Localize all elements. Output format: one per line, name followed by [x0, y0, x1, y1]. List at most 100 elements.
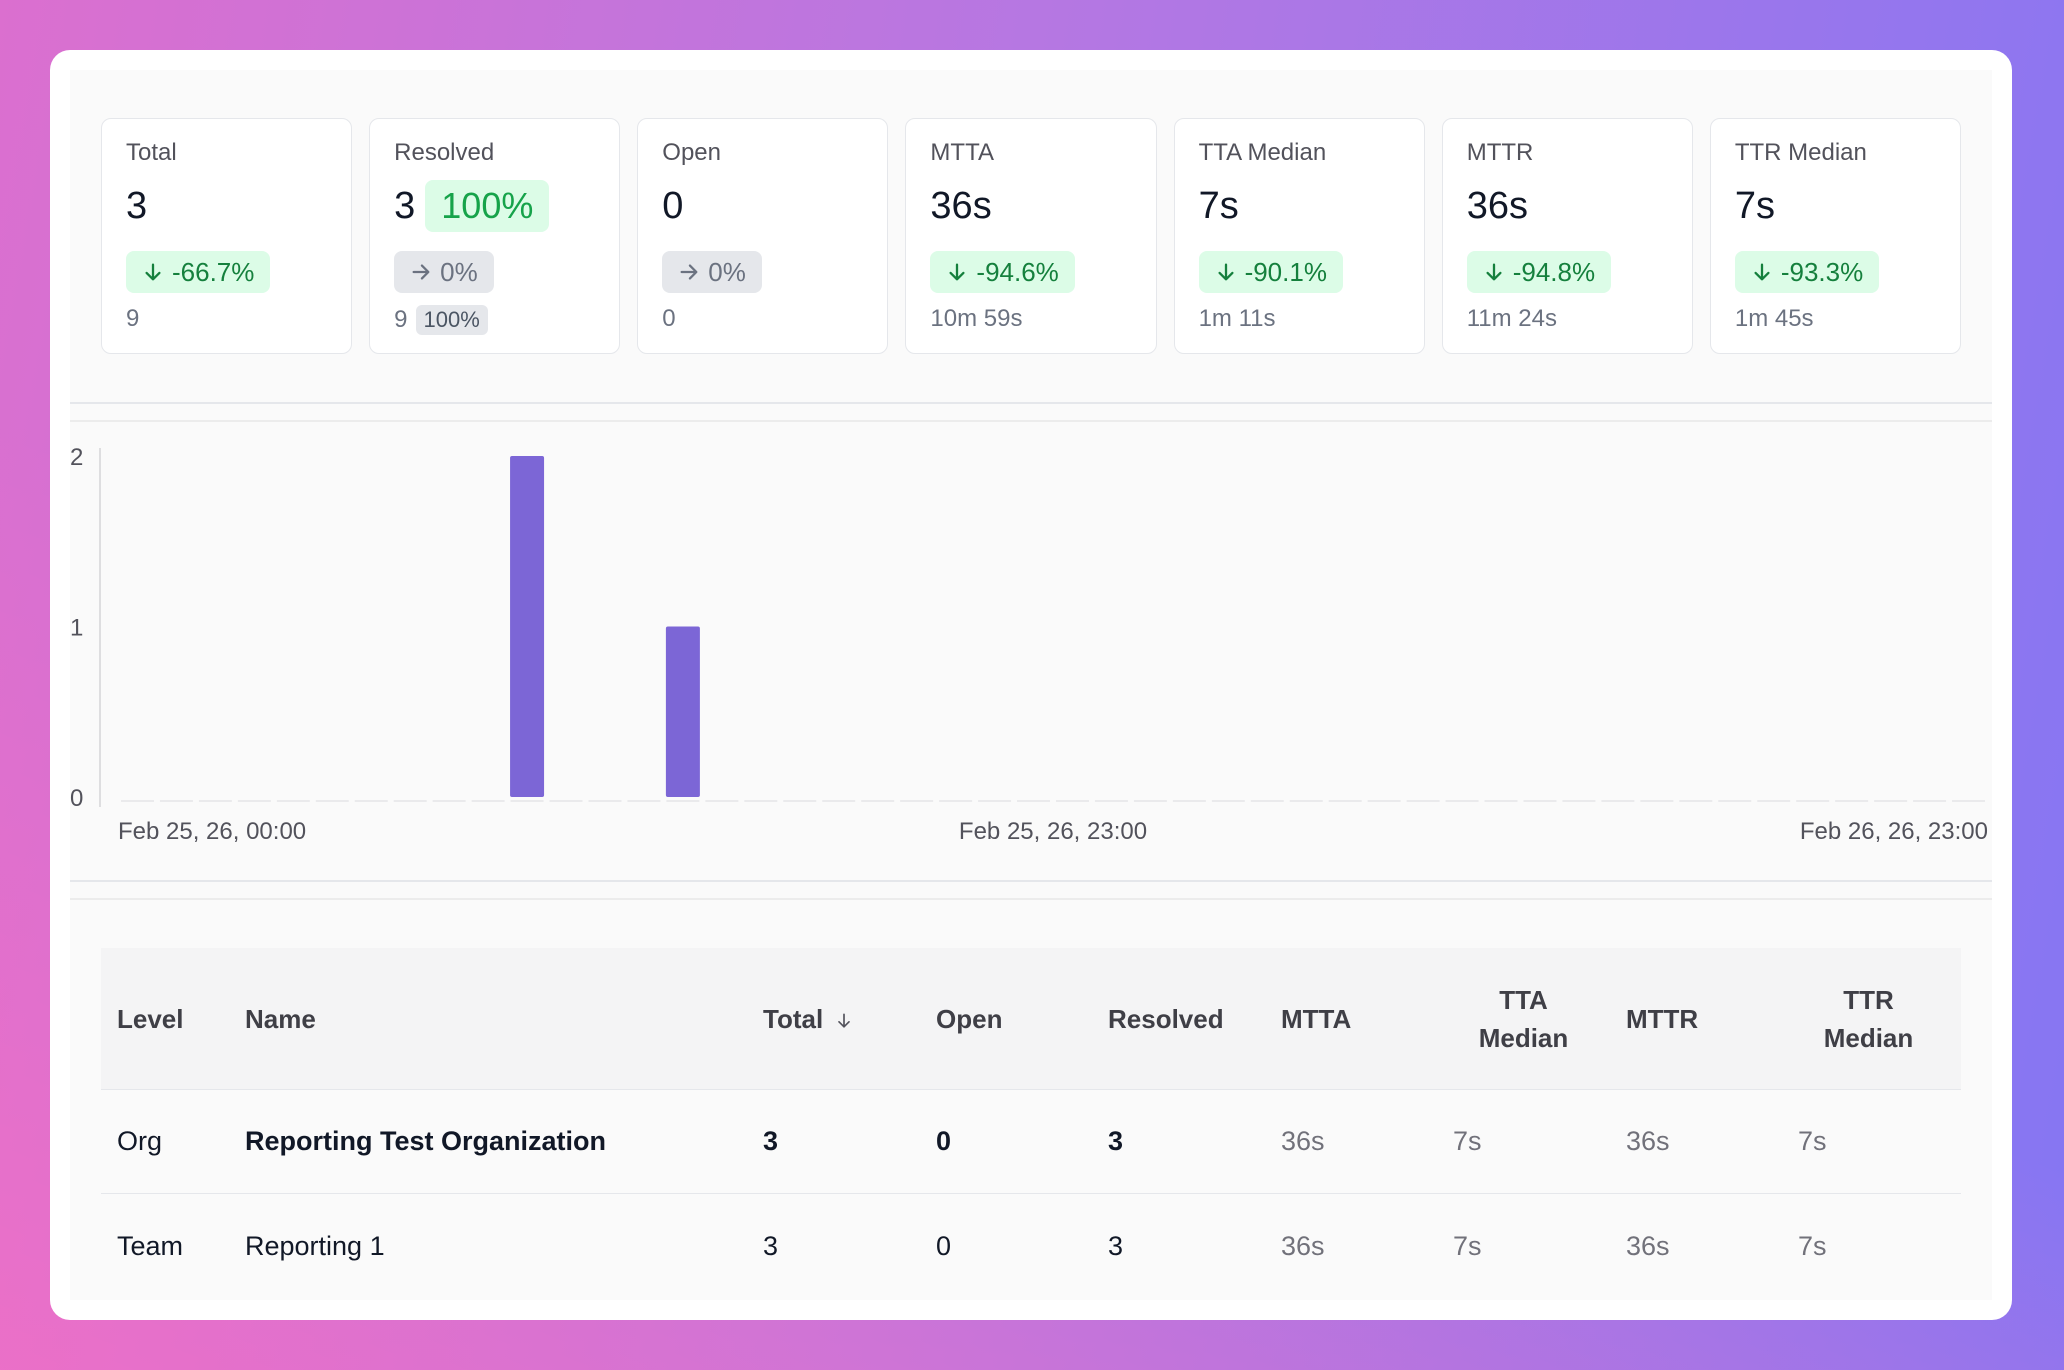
stat-tile-mttr[interactable]: MTTR 36s -94.8% 11m 24s	[1441, 118, 1693, 354]
trend-value: -94.8%	[1512, 257, 1596, 287]
chart-bar[interactable]	[665, 626, 700, 798]
column-header-mtta[interactable]: MTTA	[1281, 1003, 1352, 1034]
trend-value: -66.7%	[172, 257, 255, 287]
resolved-percent-badge: 100%	[425, 180, 550, 232]
stat-value: 7s	[1734, 185, 1775, 227]
section-divider	[70, 898, 1992, 900]
stat-value: 36s	[1466, 185, 1528, 227]
cell-name: Reporting 1	[245, 1230, 385, 1261]
stat-tile-mtta[interactable]: MTTA 36s -94.6% 10m 59s	[905, 118, 1157, 354]
arrow-down-icon	[145, 263, 161, 281]
arrow-right-icon	[412, 264, 430, 280]
stat-value: 3	[394, 185, 416, 227]
column-header-tta-median[interactable]: TTA Median	[1437, 981, 1610, 1057]
cell-tta-median: 7s	[1453, 1230, 1482, 1261]
section-divider	[70, 402, 1992, 404]
column-header-mttr[interactable]: MTTR	[1626, 1003, 1699, 1034]
arrow-down-icon	[1218, 263, 1234, 281]
trend-badge: -90.1%	[1198, 251, 1343, 293]
trend-badge: -94.8%	[1466, 251, 1612, 293]
stat-value: 7s	[1198, 185, 1239, 227]
arrow-down-icon	[1754, 263, 1770, 281]
section-divider	[70, 420, 1992, 422]
table-row[interactable]: Team Reporting 1 3 0 3 36s 7s 36s 7s	[101, 1194, 1961, 1298]
previous-percent: 100%	[415, 305, 488, 335]
column-header-tta-line2: Median	[1478, 1022, 1569, 1053]
stat-value: 36s	[930, 185, 992, 227]
y-tick-label: 1	[70, 615, 83, 642]
table-row[interactable]: Org Reporting Test Organization 3 0 3 36…	[101, 1090, 1961, 1194]
x-tick-label: Feb 25, 26, 00:00	[118, 818, 306, 845]
stat-label: Resolved	[394, 139, 495, 166]
column-header-ttr-median[interactable]: TTR Median	[1782, 981, 1955, 1057]
trend-badge: -66.7%	[126, 251, 271, 293]
cell-tta-median: 7s	[1453, 1126, 1482, 1156]
arrow-down-icon	[949, 263, 965, 281]
arrow-down-icon	[1486, 263, 1502, 281]
cell-mttr: 36s	[1626, 1126, 1670, 1156]
cell-mtta: 36s	[1281, 1230, 1325, 1261]
cell-total: 3	[763, 1126, 779, 1156]
trend-badge: 0%	[394, 251, 494, 293]
cell-open: 0	[936, 1230, 952, 1261]
column-header-total-label: Total	[763, 1003, 824, 1034]
trend-badge: 0%	[662, 251, 762, 293]
previous-value: 11m 24s	[1466, 305, 1557, 332]
previous-value: 9	[126, 305, 140, 332]
column-header-ttr-line2: Median	[1823, 1022, 1914, 1053]
cell-resolved: 3	[1108, 1230, 1124, 1261]
cell-level: Org	[117, 1126, 163, 1156]
stat-label: Total	[126, 139, 177, 166]
stat-label: TTA Median	[1198, 139, 1327, 166]
stat-value: 3	[126, 185, 148, 227]
cell-mttr: 36s	[1626, 1230, 1670, 1261]
column-header-ttr-line1: TTR	[1843, 984, 1894, 1015]
stat-tile-tta-median[interactable]: TTA Median 7s -90.1% 1m 11s	[1173, 118, 1425, 354]
stat-tile-ttr-median[interactable]: TTR Median 7s -93.3% 1m 45s	[1709, 118, 1961, 354]
cell-level: Team	[117, 1230, 184, 1261]
stat-tile-open[interactable]: Open 0 0% 0	[637, 118, 889, 354]
cell-open: 0	[936, 1126, 952, 1156]
trend-badge: -93.3%	[1734, 251, 1880, 293]
y-tick-label: 2	[70, 444, 83, 471]
stats-row: Total 3 -66.7% 9 Resolved 3 100% 0%	[101, 118, 1961, 354]
stat-label: Open	[662, 139, 721, 166]
incident-bar-chart: 0 1 2 Feb 25, 26, 00:00 Feb 25, 26, 23:00 Feb…	[70, 444, 1988, 845]
x-tick-label: Feb 25, 26, 23:00	[959, 818, 1147, 845]
cell-ttr-median: 7s	[1798, 1230, 1827, 1261]
column-header-tta-line1: TTA	[1499, 984, 1548, 1015]
trend-value: -90.1%	[1244, 257, 1327, 287]
column-header-level[interactable]: Level	[117, 1003, 184, 1034]
previous-value: 10m 59s	[930, 305, 1023, 332]
cell-resolved: 3	[1108, 1126, 1124, 1156]
sort-descending-icon	[838, 1013, 851, 1028]
cell-mtta: 36s	[1281, 1126, 1325, 1156]
previous-value: 9	[394, 306, 408, 333]
arrow-right-icon	[680, 264, 698, 280]
cell-total: 3	[763, 1230, 779, 1261]
stat-label: MTTR	[1466, 139, 1534, 166]
previous-value: 0	[662, 305, 676, 332]
column-header-open[interactable]: Open	[936, 1003, 1003, 1034]
trend-badge: -94.6%	[930, 251, 1075, 293]
section-divider	[70, 880, 1992, 882]
stat-label: MTTA	[930, 139, 994, 166]
previous-value: 1m 11s	[1198, 305, 1276, 332]
column-header-name[interactable]: Name	[245, 1003, 316, 1034]
stat-label: TTR Median	[1734, 139, 1867, 166]
report-panel: Total 3 -66.7% 9 Resolved 3 100% 0%	[70, 70, 1992, 1300]
column-header-resolved[interactable]: Resolved	[1108, 1003, 1224, 1034]
column-header-total[interactable]: Total	[747, 1000, 920, 1038]
trend-value: -94.6%	[976, 257, 1059, 287]
stat-value: 0	[662, 185, 684, 227]
y-tick-label: 0	[70, 785, 83, 812]
report-card: Total 3 -66.7% 9 Resolved 3 100% 0%	[50, 50, 2012, 1320]
trend-value: 0%	[708, 257, 746, 287]
table-header: Level Name Total Open Resolved MTTA TTA …	[101, 948, 1961, 1090]
cell-ttr-median: 7s	[1798, 1126, 1827, 1156]
stat-tile-resolved[interactable]: Resolved 3 100% 0% 9 100%	[369, 118, 621, 354]
x-tick-label: Feb 26, 26, 23:00	[1800, 818, 1988, 845]
chart-bar[interactable]	[510, 456, 545, 797]
previous-value: 1m 45s	[1734, 305, 1814, 332]
stat-tile-total[interactable]: Total 3 -66.7% 9	[101, 118, 353, 354]
